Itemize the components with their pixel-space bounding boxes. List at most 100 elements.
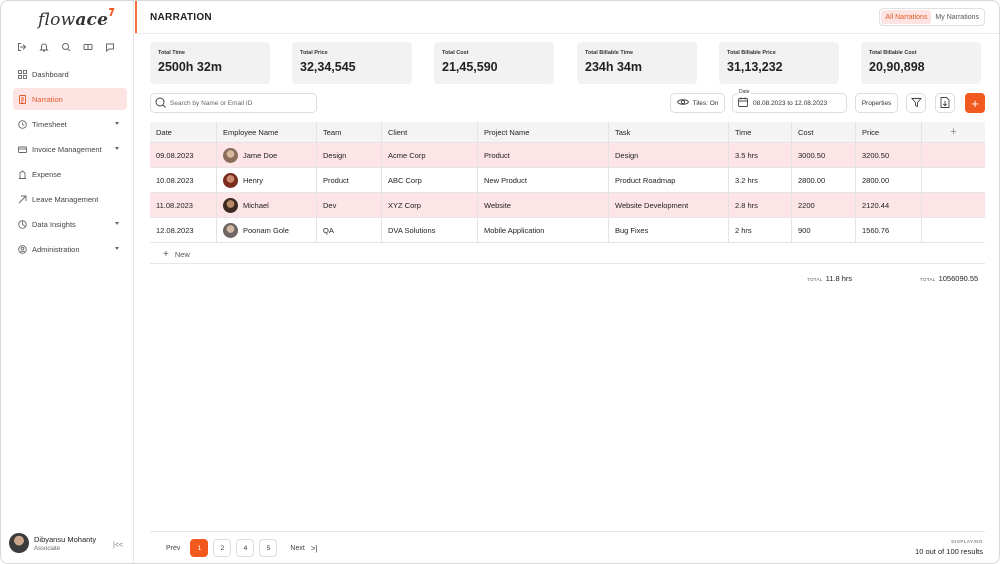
sidebar-item-label: Narration xyxy=(32,94,63,104)
narration-table: Date Employee Name Team Client Project N… xyxy=(150,122,985,243)
bell-icon[interactable] xyxy=(39,42,49,52)
page-button[interactable]: 4 xyxy=(236,539,255,557)
search-icon[interactable] xyxy=(61,42,71,52)
employee-name: Jame Doe xyxy=(243,150,278,160)
tab-all-narrations[interactable]: All Narrations xyxy=(881,10,932,24)
column-header-team[interactable]: Team xyxy=(317,122,382,142)
sidebar-item-label: Dashboard xyxy=(32,69,69,79)
add-narration-button[interactable]: + xyxy=(965,93,985,113)
date-range-picker[interactable]: 08.08.2023 to 12.08.2023 xyxy=(732,93,847,113)
sidebar-item-label: Invoice Management xyxy=(32,144,102,154)
collapse-sidebar-icon[interactable]: |<< xyxy=(113,542,123,549)
next-page-button[interactable]: Next xyxy=(290,544,305,552)
page-button[interactable]: 5 xyxy=(259,539,278,557)
column-header-client[interactable]: Client xyxy=(382,122,478,142)
add-column-button[interactable]: + xyxy=(950,126,957,138)
page-button[interactable]: 2 xyxy=(213,539,232,557)
stat-value: 2500h 32m xyxy=(158,60,222,74)
sidebar-item-narration[interactable]: Narration xyxy=(13,88,127,110)
page-button[interactable]: 1 xyxy=(190,539,209,557)
cell-cost: 2800.00 xyxy=(792,168,856,192)
search-input[interactable] xyxy=(170,99,310,107)
table-row[interactable]: 11.08.2023 Michael Dev XYZ Corp Website … xyxy=(150,193,985,218)
sidebar-item-dashboard[interactable]: Dashboard xyxy=(13,63,127,85)
cell-date: 10.08.2023 xyxy=(150,168,217,192)
add-row-button[interactable]: + New xyxy=(163,249,190,260)
cell-team: QA xyxy=(317,218,382,242)
column-header-date[interactable]: Date xyxy=(150,122,217,142)
stat-label: Total Billable Price xyxy=(727,50,776,56)
grid-icon xyxy=(18,69,27,79)
stat-value: 20,90,898 xyxy=(869,60,925,74)
stat-card-total-cost: Total Cost 21,45,590 xyxy=(434,42,554,84)
table-row[interactable]: 10.08.2023 Henry Product ABC Corp New Pr… xyxy=(150,168,985,193)
cell-time: 3.2 hrs xyxy=(729,168,792,192)
table-row[interactable]: 12.08.2023 Poonam Gole QA DVA Solutions … xyxy=(150,218,985,243)
user-role: Associate xyxy=(34,545,61,552)
total-price-value: 1056090.55 xyxy=(938,274,979,283)
cell-team: Product xyxy=(317,168,382,192)
filter-button[interactable] xyxy=(906,93,926,113)
properties-button[interactable]: Properties xyxy=(855,93,898,113)
cell-time: 2 hrs xyxy=(729,218,792,242)
cell-team: Design xyxy=(317,143,382,167)
total-price: TOTAL 1056090.55 xyxy=(920,274,978,283)
logout-icon[interactable] xyxy=(17,42,27,52)
column-header-price[interactable]: Price xyxy=(856,122,922,142)
cell-price: 3200.50 xyxy=(856,143,922,167)
last-page-icon[interactable]: >| xyxy=(310,543,318,553)
table-row[interactable]: 09.08.2023 Jame Doe Design Acme Corp Pro… xyxy=(150,143,985,168)
page-title: NARRATION xyxy=(150,12,212,23)
sidebar-item-label: Data Insights xyxy=(32,219,76,229)
export-button[interactable] xyxy=(935,93,955,113)
stat-value: 234h 34m xyxy=(585,60,642,74)
chevron-down-icon xyxy=(115,222,119,225)
flowace-logo[interactable]: flowace xyxy=(38,8,115,30)
sidebar-item-expense[interactable]: Expense xyxy=(13,163,127,185)
column-header-task[interactable]: Task xyxy=(609,122,729,142)
cell-task: Product Roadmap xyxy=(609,168,729,192)
cell-team: Dev xyxy=(317,193,382,217)
column-header-time[interactable]: Time xyxy=(729,122,792,142)
plus-icon: + xyxy=(163,249,169,260)
cell-price: 1560.76 xyxy=(856,218,922,242)
cell-client: Acme Corp xyxy=(382,143,478,167)
tiles-toggle-button[interactable]: Tiles: On xyxy=(670,93,725,113)
stat-card-total-time: Total Time 2500h 32m xyxy=(150,42,270,84)
admin-icon xyxy=(18,244,27,254)
page-header: NARRATION All Narrations My Narrations xyxy=(135,1,999,34)
expense-icon xyxy=(18,169,27,179)
sidebar-item-label: Timesheet xyxy=(32,119,67,129)
cell-project: Product xyxy=(478,143,609,167)
ticket-icon[interactable] xyxy=(83,42,93,52)
displaying-value: 10 out of 100 results xyxy=(915,547,983,556)
total-label: TOTAL xyxy=(920,277,936,282)
cell-project: New Product xyxy=(478,168,609,192)
sidebar-item-timesheet[interactable]: Timesheet xyxy=(13,113,127,135)
cell-client: DVA Solutions xyxy=(382,218,478,242)
sidebar-item-invoice-management[interactable]: Invoice Management xyxy=(13,138,127,160)
properties-label: Properties xyxy=(861,99,892,107)
column-header-project[interactable]: Project Name xyxy=(478,122,609,142)
filter-icon xyxy=(910,97,922,110)
logo-mark-icon xyxy=(106,8,115,16)
sidebar-item-administration[interactable]: Administration xyxy=(13,238,127,260)
cell-empty xyxy=(922,168,985,192)
cell-task: Design xyxy=(609,143,729,167)
cell-employee: Henry xyxy=(217,168,317,192)
sidebar-item-data-insights[interactable]: Data Insights xyxy=(13,213,127,235)
cell-client: XYZ Corp xyxy=(382,193,478,217)
prev-page-button[interactable]: Prev xyxy=(166,544,181,552)
chat-icon[interactable] xyxy=(105,42,115,52)
sidebar-item-leave-management[interactable]: Leave Management xyxy=(13,188,127,210)
cell-task: Bug Fixes xyxy=(609,218,729,242)
column-header-employee[interactable]: Employee Name xyxy=(217,122,317,142)
stat-card-total-billable-price: Total Billable Price 31,13,232 xyxy=(719,42,839,84)
user-profile[interactable]: Dibyansu Mohanty Associate xyxy=(9,533,96,553)
column-header-cost[interactable]: Cost xyxy=(792,122,856,142)
divider xyxy=(150,531,985,532)
employee-name: Michael xyxy=(243,200,269,210)
cell-date: 09.08.2023 xyxy=(150,143,217,167)
tab-my-narrations[interactable]: My Narrations xyxy=(935,14,979,21)
